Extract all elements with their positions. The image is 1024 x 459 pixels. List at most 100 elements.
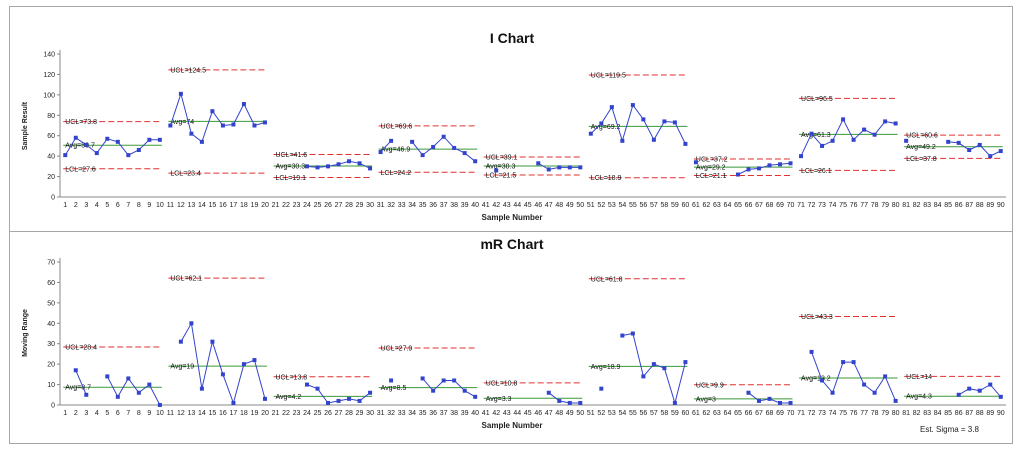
x-tick-label: 20: [261, 410, 269, 417]
x-tick-label: 79: [881, 202, 889, 209]
x-tick-label: 41: [482, 202, 490, 209]
data-point: [651, 137, 656, 142]
x-tick-label: 5: [105, 202, 109, 209]
data-point: [683, 360, 688, 365]
avg-label: Avg=3: [696, 396, 716, 403]
data-point: [431, 388, 436, 393]
data-point: [609, 105, 614, 110]
y-tick-label: 20: [47, 174, 55, 181]
x-tick-label: 12: [177, 410, 185, 417]
data-point: [988, 382, 993, 387]
x-tick-label: 32: [387, 410, 395, 417]
x-tick-label: 41: [482, 410, 490, 417]
data-point: [693, 160, 698, 165]
x-tick-label: 8: [137, 410, 141, 417]
avg-label: Avg=46.9: [381, 147, 411, 154]
avg-label: Avg=30.3: [275, 164, 305, 171]
data-point: [368, 166, 373, 171]
data-point: [557, 398, 562, 403]
avg-label: Avg=8.5: [381, 385, 407, 392]
x-tick-label: 9: [147, 202, 151, 209]
x-tick-label: 35: [419, 202, 427, 209]
lcl-label: LCL=37.8: [906, 156, 937, 163]
ucl-label: UCL=13.8: [275, 374, 307, 381]
ucl-label: UCL=119.5: [591, 72, 626, 79]
y-tick-label: 70: [47, 260, 55, 267]
x-tick-label: 20: [261, 202, 269, 209]
avg-label: Avg=49.2: [906, 144, 936, 151]
x-tick-label: 63: [713, 202, 721, 209]
x-tick-label: 35: [419, 410, 427, 417]
x-tick-label: 87: [965, 410, 973, 417]
x-tick-label: 29: [356, 202, 364, 209]
data-point: [967, 386, 972, 391]
x-tick-label: 42: [492, 202, 500, 209]
x-tick-label: 69: [776, 202, 784, 209]
x-tick-label: 73: [818, 202, 826, 209]
x-tick-label: 31: [377, 410, 385, 417]
data-point: [105, 374, 110, 379]
y-tick-label: 10: [47, 382, 55, 389]
x-tick-label: 64: [724, 410, 732, 417]
data-point: [778, 400, 783, 405]
x-tick-label: 22: [282, 202, 290, 209]
ucl-label: UCL=124.5: [170, 67, 206, 74]
x-tick-label: 75: [839, 202, 847, 209]
data-point: [904, 138, 909, 143]
x-tick-label: 66: [745, 410, 753, 417]
x-tick-label: 49: [566, 202, 574, 209]
data-point: [199, 386, 204, 391]
x-tick-label: 7: [126, 410, 130, 417]
x-tick-label: 4: [95, 202, 99, 209]
data-point: [389, 138, 394, 143]
x-tick-label: 17: [230, 410, 238, 417]
x-tick-label: 56: [639, 202, 647, 209]
x-tick-label: 21: [272, 410, 280, 417]
x-tick-label: 37: [440, 410, 448, 417]
ucl-label: UCL=43.3: [801, 314, 833, 321]
data-point: [368, 390, 373, 395]
data-point: [420, 376, 425, 381]
x-tick-label: 52: [597, 410, 605, 417]
data-point: [830, 138, 835, 143]
data-point: [189, 131, 194, 136]
data-point: [893, 398, 898, 403]
x-tick-label: 36: [429, 410, 437, 417]
x-tick-label: 90: [997, 410, 1005, 417]
x-tick-label: 43: [503, 202, 511, 209]
data-point: [462, 151, 467, 156]
x-tick-label: 78: [871, 202, 879, 209]
x-tick-label: 11: [167, 202, 174, 209]
data-point: [157, 403, 162, 407]
x-tick-label: 25: [314, 202, 322, 209]
ucl-label: UCL=14: [906, 374, 932, 381]
data-point: [178, 339, 183, 344]
x-tick-label: 71: [797, 410, 805, 417]
y-tick-label: 40: [47, 321, 55, 328]
x-tick-label: 24: [303, 410, 311, 417]
x-tick-label: 51: [587, 202, 595, 209]
x-tick-label: 24: [303, 202, 311, 209]
data-point: [883, 374, 888, 379]
data-point: [63, 153, 68, 158]
data-point: [94, 151, 99, 156]
x-tick-label: 9: [147, 410, 151, 417]
x-tick-label: 16: [219, 202, 227, 209]
x-tick-label: 5: [105, 410, 109, 417]
x-tick-label: 38: [450, 202, 458, 209]
x-tick-label: 36: [429, 202, 437, 209]
x-tick-label: 78: [871, 410, 879, 417]
data-point: [357, 398, 362, 403]
x-tick-label: 30: [366, 410, 374, 417]
data-point: [84, 142, 89, 147]
data-point: [809, 131, 814, 136]
x-tick-label: 13: [187, 202, 195, 209]
data-point: [967, 148, 972, 153]
chart-title: I Chart: [490, 30, 535, 46]
x-tick-label: 73: [818, 410, 826, 417]
x-tick-label: 12: [177, 202, 185, 209]
x-tick-label: 83: [923, 202, 931, 209]
data-point: [578, 400, 583, 405]
